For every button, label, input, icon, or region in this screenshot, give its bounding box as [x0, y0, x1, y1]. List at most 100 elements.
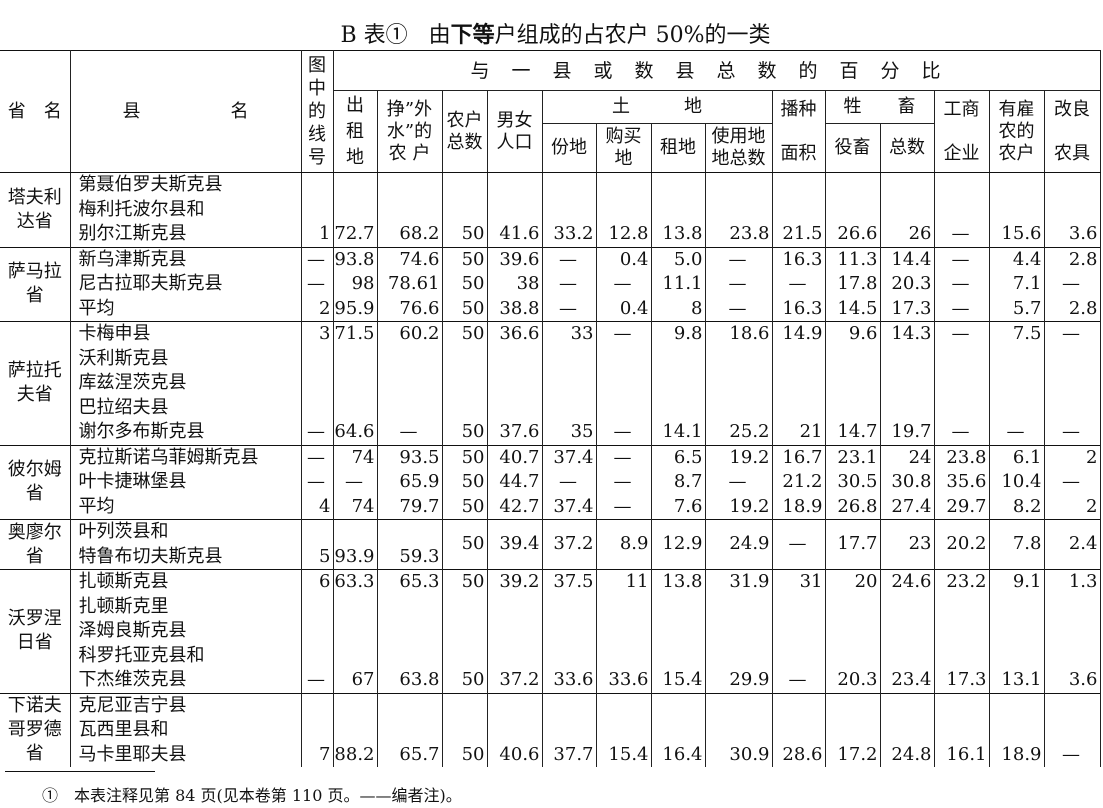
value-cell: 0.4: [595, 246, 652, 272]
value-cell: 65.7: [376, 742, 443, 767]
value-cell: [300, 594, 334, 619]
value-cell: 79.7: [376, 494, 443, 520]
value-cell: —: [332, 470, 378, 495]
value-cell: [300, 519, 334, 545]
value-cell: [704, 346, 773, 371]
value-cell: 50: [441, 296, 488, 322]
value-cell: [486, 371, 543, 396]
county-name: 第聂伯罗夫斯克县: [69, 172, 302, 198]
value-cell: 8.9: [595, 519, 652, 570]
value-cell: —: [704, 246, 773, 272]
value-cell: 65.3: [376, 569, 443, 595]
header-rented-out: 出 租 地: [333, 90, 378, 173]
value-cell: 13.8: [650, 222, 706, 247]
county-name: 叶列茨县和: [69, 519, 302, 545]
value-cell: 98: [332, 272, 378, 297]
value-cell: 2.8: [1043, 246, 1101, 272]
value-cell: 19.7: [879, 420, 935, 445]
value-cell: 21: [771, 420, 826, 445]
value-cell: [541, 346, 597, 371]
value-cell: 23.1: [824, 444, 881, 470]
county-name: 科罗托亚克县和: [70, 643, 302, 668]
value-cell: [595, 619, 652, 644]
value-cell: [650, 643, 706, 668]
table-row: 别尔江斯克县 1 72.7 68.2 50 41.6 33.2 12.8 13.8 23.8 21.…: [0, 222, 1101, 247]
value-cell: 23.4: [879, 668, 935, 693]
value-cell: [300, 692, 334, 718]
value-cell: 37.6: [486, 420, 543, 445]
value-cell: 30.9: [704, 742, 773, 767]
table-row: 塔夫利达省 第聂伯罗夫斯克县: [0, 172, 1101, 247]
county-name: 别尔江斯克县: [70, 222, 302, 247]
county-name: 叶卡捷琳堡县: [70, 470, 302, 495]
value-cell: [933, 643, 990, 668]
value-cell: 30.5: [824, 470, 881, 495]
value-cell: [771, 346, 826, 371]
table-row: 沃罗涅日省 扎顿斯克县 6 63.3 65.3 50 39.2 37.5 11 13.8 31.9 3…: [0, 569, 1101, 693]
value-cell: 50: [441, 321, 488, 347]
value-cell: 93.9: [332, 544, 378, 570]
value-cell: 8.2: [988, 494, 1045, 520]
value-cell: [300, 172, 334, 198]
table-row: 泽姆良斯克县: [0, 619, 1101, 644]
value-cell: [441, 692, 488, 718]
value-cell: [541, 718, 597, 743]
value-cell: [704, 718, 773, 743]
value-cell: [541, 371, 597, 396]
value-cell: [933, 692, 990, 718]
header-land-used: 使用地 地总数: [704, 123, 773, 173]
value-cell: [1043, 692, 1101, 718]
value-cell: [376, 346, 443, 371]
value-cell: 26: [879, 222, 935, 247]
value-cell: 16.1: [933, 742, 990, 767]
value-cell: 9.1: [988, 569, 1045, 595]
value-cell: [595, 594, 652, 619]
value-cell: 72.7: [332, 222, 378, 247]
value-cell: [771, 692, 826, 718]
value-cell: [332, 395, 378, 420]
table-row: 平均 2 95.9 76.6 50 38.8—0.4 8—16.3 14.5 17.3—5.7 2…: [0, 296, 1101, 322]
value-cell: 35: [541, 420, 597, 445]
value-cell: 39.6: [486, 246, 543, 272]
value-cell: 5.7: [988, 296, 1045, 322]
value-cell: —: [541, 246, 597, 272]
value-cell: 12.9: [650, 519, 706, 570]
value-cell: 23.8: [933, 444, 990, 470]
value-cell: 24.9: [704, 519, 773, 570]
value-cell: [486, 594, 543, 619]
value-cell: 44.7: [486, 470, 543, 495]
value-cell: 19.2: [704, 494, 773, 520]
value-cell: [704, 692, 773, 718]
value-cell: [771, 718, 826, 743]
value-cell: [441, 197, 488, 222]
value-cell: 37.4: [541, 444, 597, 470]
value-cell: —: [1043, 470, 1101, 495]
value-cell: [650, 692, 706, 718]
value-cell: [879, 395, 935, 420]
value-cell: [1043, 197, 1101, 222]
data-table: 省 名 县 名 图 中 的 线 号 与一县或数县总数的百分比 出 租 地 挣”外…: [0, 50, 1101, 767]
value-cell: 23.2: [933, 569, 990, 595]
header-leased: 租地: [650, 123, 706, 173]
value-cell: 37.7: [541, 742, 597, 767]
value-cell: [441, 172, 488, 198]
value-cell: 37.4: [541, 494, 597, 520]
value-cell: 39.2: [486, 569, 543, 595]
header-land: 土 地: [541, 90, 773, 124]
value-cell: 2.4: [1043, 519, 1101, 570]
value-cell: 14.7: [824, 420, 881, 445]
value-cell: —: [933, 420, 990, 445]
value-cell: 18.9: [988, 742, 1045, 767]
value-cell: 16.4: [650, 742, 706, 767]
table-row: 库兹涅茨克县: [0, 371, 1101, 396]
county-name: 平均: [70, 494, 302, 520]
value-cell: 37.2: [541, 519, 597, 570]
value-cell: [441, 643, 488, 668]
value-cell: [376, 718, 443, 743]
value-cell: [486, 692, 543, 718]
header-allotment: 份地: [542, 123, 597, 173]
province-name: 萨拉托夫省: [0, 321, 71, 445]
value-cell: 21.5: [771, 222, 826, 247]
value-cell: [441, 346, 488, 371]
county-name: 下杰维茨克县: [70, 668, 302, 693]
